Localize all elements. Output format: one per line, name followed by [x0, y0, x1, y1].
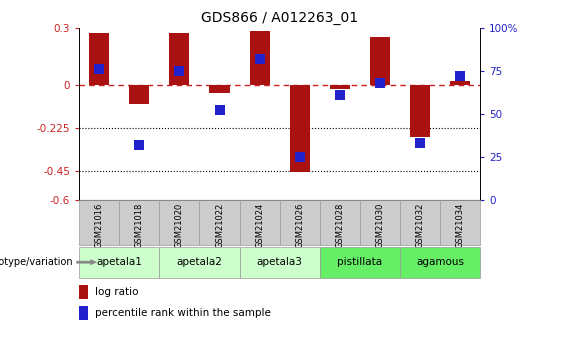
- Text: GSM21018: GSM21018: [135, 202, 144, 248]
- Bar: [330, 85, 350, 89]
- Text: apetala1: apetala1: [96, 257, 142, 267]
- Text: log ratio: log ratio: [95, 287, 138, 297]
- Text: genotype/variation: genotype/variation: [0, 257, 73, 267]
- Point: [255, 56, 264, 61]
- Bar: [159, 247, 240, 278]
- Bar: [79, 247, 159, 278]
- Point: [456, 73, 465, 79]
- Text: GSM21022: GSM21022: [215, 202, 224, 248]
- Text: GSM21016: GSM21016: [95, 202, 103, 248]
- Bar: [240, 247, 320, 278]
- Bar: [370, 37, 390, 85]
- Text: GSM21028: GSM21028: [336, 202, 344, 248]
- Title: GDS866 / A012263_01: GDS866 / A012263_01: [201, 11, 358, 25]
- Bar: [89, 33, 109, 85]
- Bar: [320, 200, 360, 245]
- Bar: [199, 200, 240, 245]
- Bar: [170, 33, 189, 85]
- Bar: [240, 200, 280, 245]
- Bar: [400, 247, 480, 278]
- Bar: [210, 85, 229, 93]
- Text: percentile rank within the sample: percentile rank within the sample: [95, 308, 271, 318]
- Point: [295, 154, 304, 160]
- Text: GSM21030: GSM21030: [376, 202, 384, 248]
- Bar: [79, 285, 88, 299]
- Text: GSM21032: GSM21032: [416, 202, 424, 248]
- Text: pistillata: pistillata: [337, 257, 383, 267]
- Bar: [320, 247, 400, 278]
- Text: apetala3: apetala3: [257, 257, 303, 267]
- Text: GSM21020: GSM21020: [175, 202, 184, 248]
- Bar: [119, 200, 159, 245]
- Bar: [400, 200, 440, 245]
- Point: [215, 108, 224, 113]
- Point: [95, 66, 104, 72]
- Bar: [290, 85, 310, 172]
- Text: GSM21026: GSM21026: [295, 202, 304, 248]
- Bar: [440, 200, 480, 245]
- Bar: [360, 200, 400, 245]
- Text: apetala2: apetala2: [176, 257, 223, 267]
- Bar: [280, 200, 320, 245]
- Bar: [79, 200, 119, 245]
- Text: GSM21024: GSM21024: [255, 202, 264, 248]
- Bar: [79, 306, 88, 320]
- Point: [376, 80, 385, 86]
- Bar: [450, 81, 470, 85]
- Point: [336, 92, 345, 98]
- Text: agamous: agamous: [416, 257, 464, 267]
- Bar: [410, 85, 430, 137]
- Bar: [129, 85, 149, 104]
- Point: [416, 140, 425, 146]
- Point: [134, 142, 144, 148]
- Bar: [250, 31, 270, 85]
- Text: GSM21034: GSM21034: [456, 202, 464, 248]
- Point: [175, 68, 184, 73]
- Bar: [159, 200, 199, 245]
